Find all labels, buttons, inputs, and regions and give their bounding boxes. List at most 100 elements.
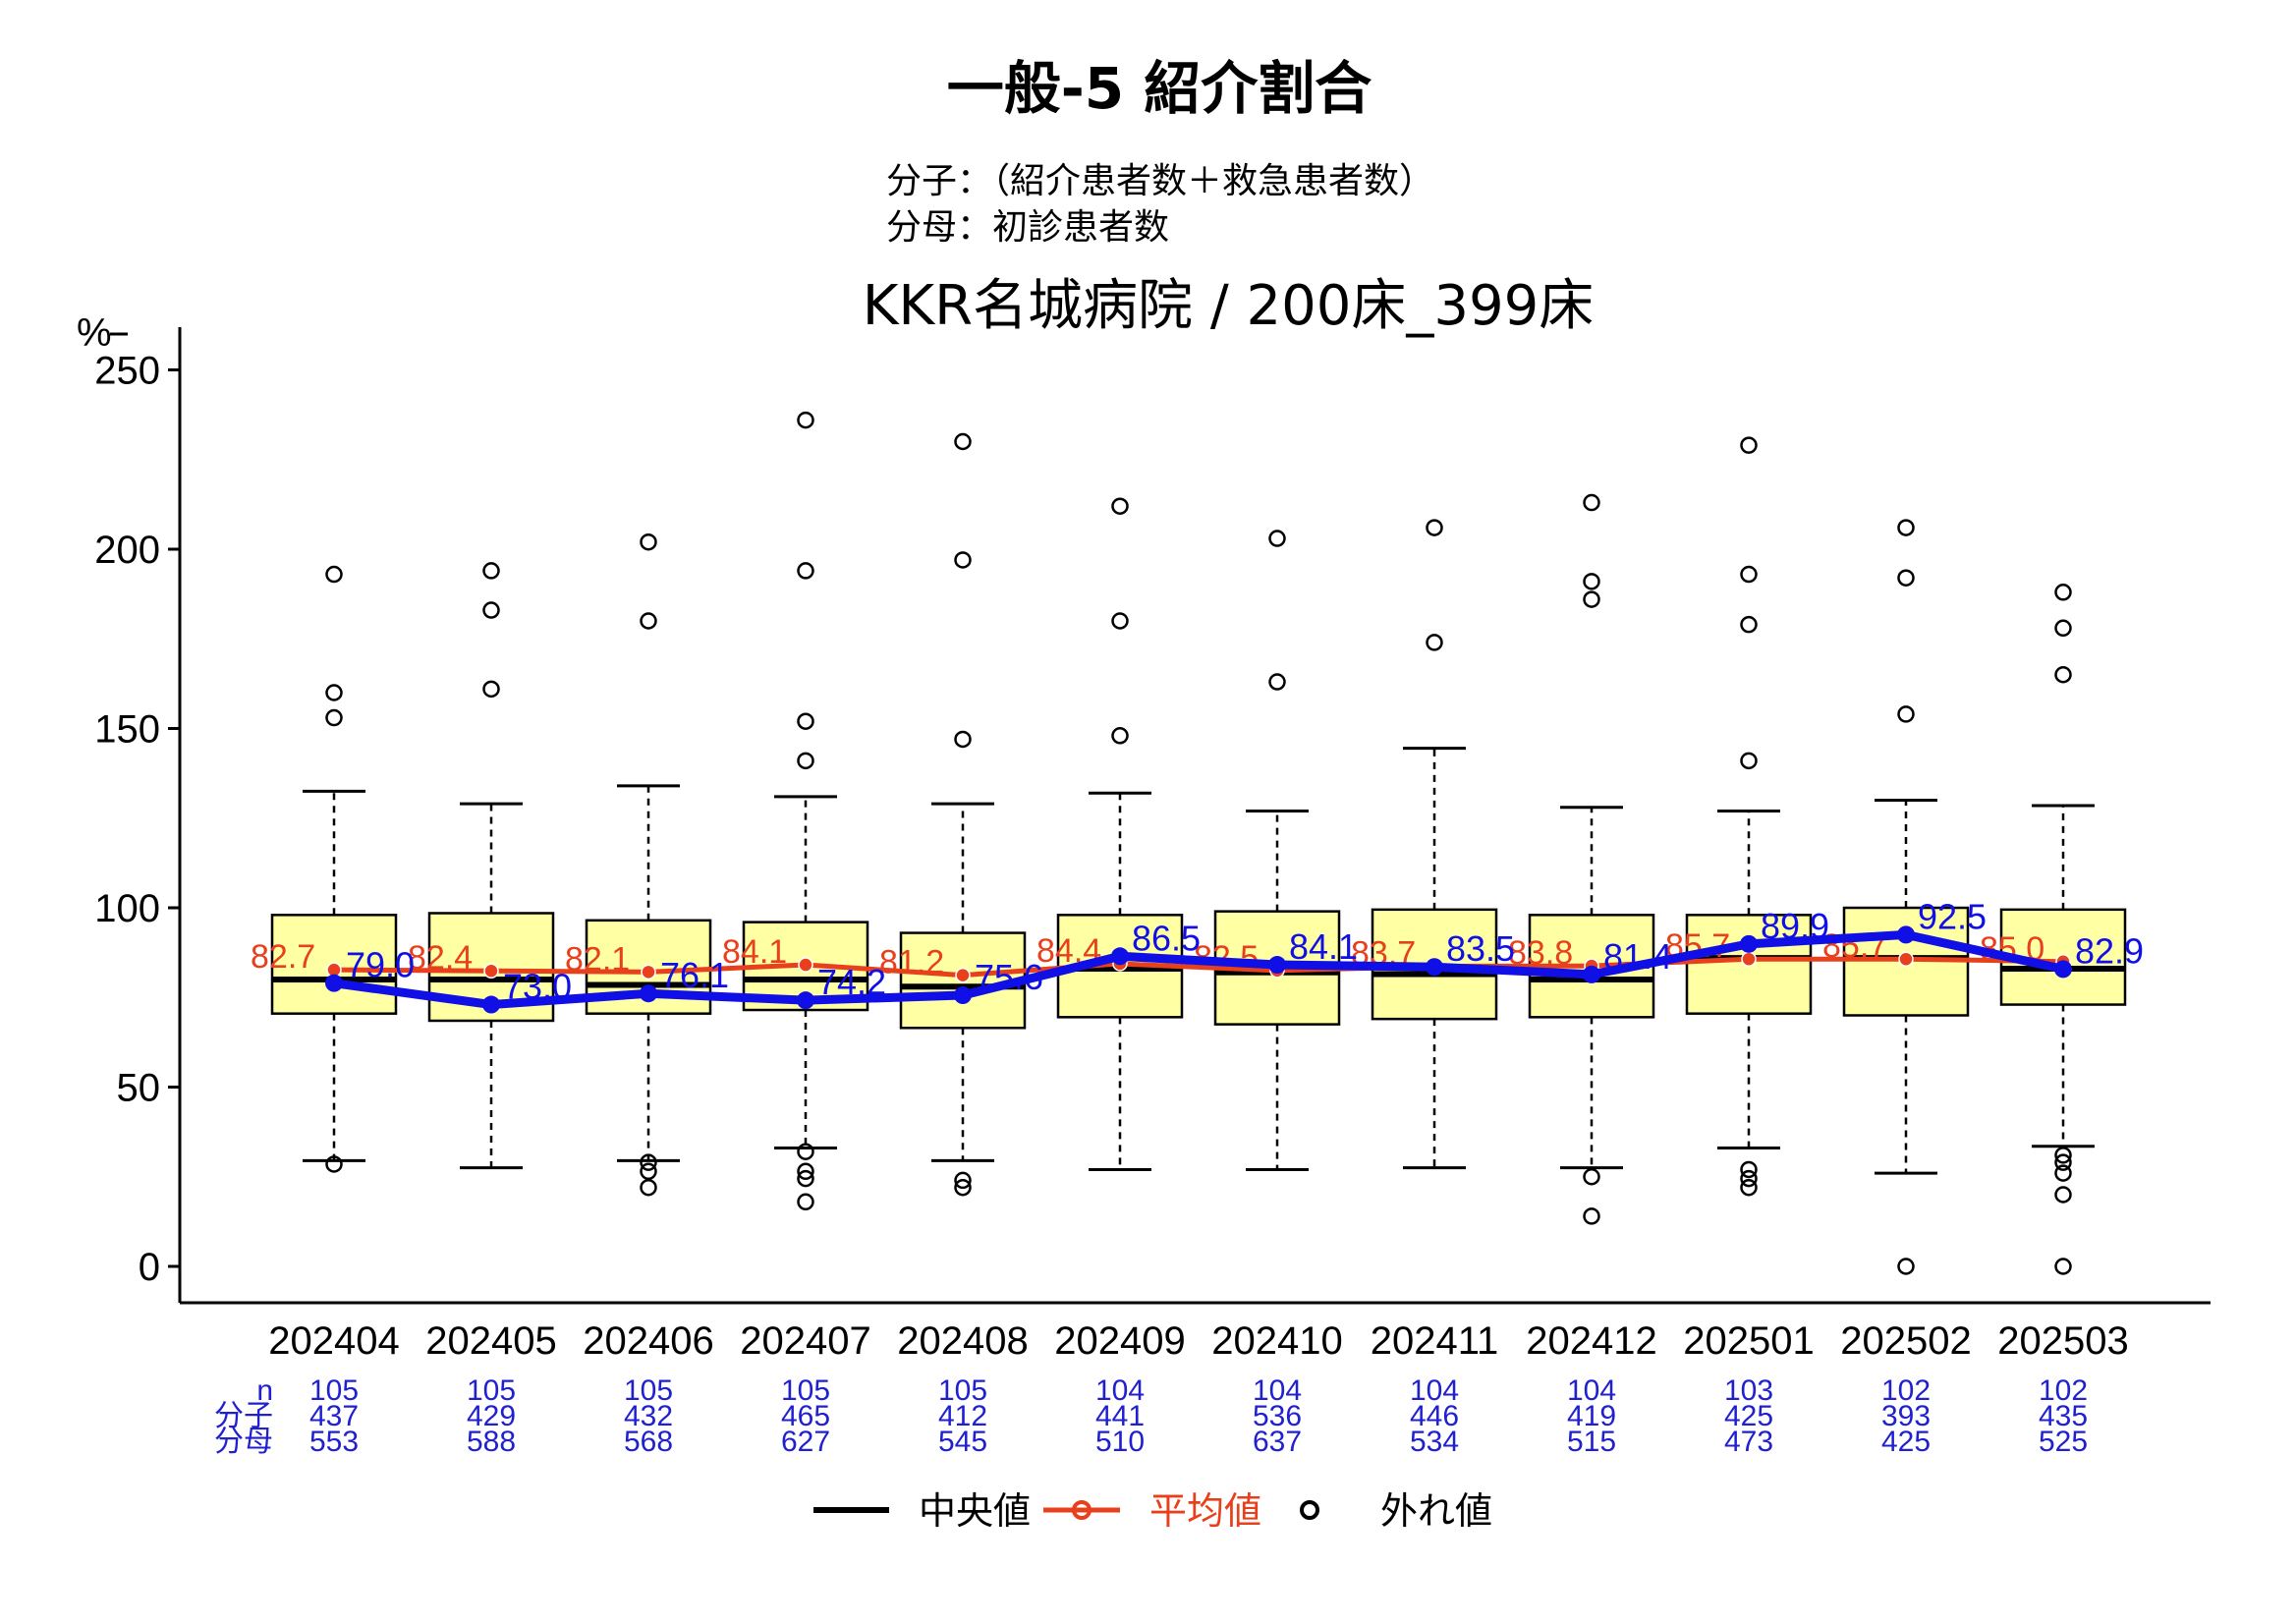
boxplots [270,411,2127,1275]
legend-median-label: 中央値 [919,1489,1031,1533]
mean-point [1741,951,1757,967]
outlier-point [2054,1147,2072,1164]
table-cell: 425 [1724,1400,1773,1432]
outlier-point [325,1155,343,1173]
hospital-point [954,986,972,1005]
outlier-point [2054,666,2072,684]
x-tick-label: 202501 [1683,1319,1814,1363]
table-cell: 104 [1253,1374,1302,1407]
outlier-point [325,684,343,701]
outlier-point [640,532,657,551]
outlier-point [2054,1153,2072,1171]
outlier-point [640,612,657,630]
outlier-point [954,551,972,569]
y-tick-label: 250 [94,350,160,393]
outlier-point [482,601,500,619]
table-cell: 432 [624,1400,673,1432]
table-cell: 102 [2039,1374,2088,1407]
mean-data-label: 82.1 [565,940,630,978]
chart-title: 一般-5 紹介割合 [947,55,1372,122]
outlier-point [954,730,972,749]
table-cell: 425 [1881,1426,1931,1458]
table-row-label: 分母 [214,1426,273,1458]
x-tick-label: 202407 [740,1319,870,1363]
hospital-data-label: 83.5 [1446,928,1515,969]
table-cell: 465 [781,1400,830,1432]
table-cell: 105 [781,1374,830,1407]
table-cell: 473 [1724,1426,1773,1458]
legend: 中央値 平均値 外れ値 [813,1489,1492,1533]
outlier-point [954,1178,972,1197]
hospital-data-label: 76.1 [660,955,729,995]
table-cell: 393 [1881,1400,1931,1432]
outlier-point [797,1162,814,1181]
series-lines: 82.7 82.4 82.1 84.1 81.2 84.4 82.5 83.7 83.8 85.7… [251,896,2144,1014]
x-tick-label: 202410 [1211,1319,1342,1363]
table-cell: 515 [1567,1426,1616,1458]
table-cell: 105 [309,1374,359,1407]
outlier-point [1740,752,1758,770]
hospital-point [797,991,814,1010]
outlier-point [2054,584,2072,601]
outlier-point [2054,1258,2072,1275]
hospital-data-label: 92.5 [1918,896,1987,936]
outlier-point [1740,436,1758,454]
x-tick-label: 202406 [583,1319,713,1363]
y-tick-label: 150 [94,708,160,752]
outlier-point [1897,705,1915,723]
axes: 0 50 100 150 200 250 202404 202405 202406 202407 2… [94,327,2211,1363]
table-cell: 105 [624,1374,673,1407]
legend-outlier-marker [1300,1500,1319,1520]
hospital-data-label: 74.2 [817,962,886,1002]
hospital-point [2054,960,2072,979]
outlier-point [797,562,814,580]
outlier-point [1583,1207,1600,1225]
outlier-point [954,432,972,451]
x-tick-label: 202411 [1371,1319,1499,1363]
outlier-point [640,1178,657,1197]
table-cell: 102 [1881,1374,1931,1407]
mean-series-line [333,956,2064,979]
legend-outlier-label: 外れ値 [1380,1489,1492,1533]
hospital-point [1268,956,1286,975]
hospital-point [482,995,500,1014]
table-cell: 104 [1095,1374,1145,1407]
table-cell: 588 [467,1426,516,1458]
outlier-point [1426,519,1443,536]
outlier-point [1583,1168,1600,1186]
hospital-data-label: 82.9 [2075,930,2144,971]
outlier-point [1897,569,1915,587]
outlier-point [797,752,814,770]
hospital-point [1897,925,1915,944]
outlier-point [1111,612,1129,630]
hospital-data-label: 79.0 [346,945,415,985]
table-cell: 412 [938,1400,987,1432]
outlier-point [1268,673,1286,691]
x-tick-label: 202412 [1526,1319,1656,1363]
outlier-point [1740,615,1758,634]
table-cell: 429 [467,1400,516,1432]
table-cell: 553 [309,1426,359,1458]
x-tick-label: 202409 [1054,1319,1185,1363]
hospital-data-label: 81.4 [1603,936,1672,977]
chart-subtitle: KKR名城病院 / 200床_399床 [863,274,1595,338]
outlier-point [1583,573,1600,590]
mean-data-label: 81.2 [879,944,944,981]
hospital-point [1111,947,1129,966]
outlier-point [797,1169,814,1188]
table-cell: 419 [1567,1400,1616,1432]
table-cell: 105 [467,1374,516,1407]
table-cell: 534 [1410,1426,1459,1458]
mean-data-label: 82.7 [251,938,315,976]
outlier-point [1583,590,1600,608]
hospital-point [1583,965,1600,983]
outlier-point [1897,519,1915,536]
table-row-label: n [256,1374,273,1407]
table-cell: 437 [309,1400,359,1432]
outlier-point [2054,1164,2072,1182]
table-cell: 627 [781,1426,830,1458]
mean-point [1898,951,1914,967]
x-tick-label: 202404 [268,1319,399,1363]
